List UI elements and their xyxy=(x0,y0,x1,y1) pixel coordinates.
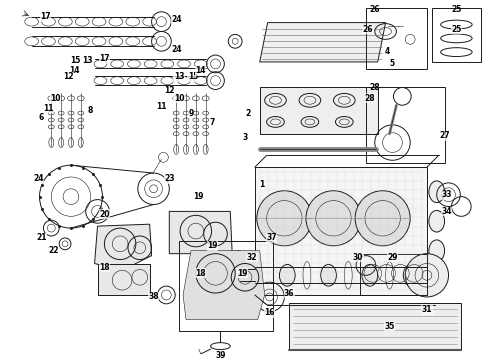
Text: 1: 1 xyxy=(259,180,264,189)
Text: 28: 28 xyxy=(369,84,380,93)
Text: 18: 18 xyxy=(99,263,110,272)
Polygon shape xyxy=(209,251,245,277)
Bar xyxy=(366,86,444,163)
Text: 35: 35 xyxy=(384,322,395,331)
Text: 8: 8 xyxy=(88,105,93,114)
Bar xyxy=(432,8,481,62)
Text: 14: 14 xyxy=(70,66,80,75)
Text: 26: 26 xyxy=(363,25,373,34)
Text: 17: 17 xyxy=(99,54,110,63)
Bar xyxy=(289,303,461,350)
Text: 18: 18 xyxy=(196,269,206,278)
Text: 29: 29 xyxy=(387,253,398,262)
Circle shape xyxy=(306,191,361,246)
Text: 15: 15 xyxy=(70,57,80,66)
Text: 39: 39 xyxy=(215,351,226,360)
Text: 11: 11 xyxy=(43,104,53,113)
Text: 5: 5 xyxy=(390,59,395,68)
Text: 38: 38 xyxy=(148,292,159,301)
Text: 26: 26 xyxy=(369,5,379,14)
Text: 24: 24 xyxy=(171,45,181,54)
Text: 2: 2 xyxy=(245,109,250,118)
Text: 12: 12 xyxy=(164,86,174,95)
Ellipse shape xyxy=(429,240,444,261)
Text: 34: 34 xyxy=(441,207,452,216)
Text: 7: 7 xyxy=(210,118,215,127)
Text: 11: 11 xyxy=(156,102,167,111)
Text: 12: 12 xyxy=(63,72,74,81)
Text: 24: 24 xyxy=(171,15,181,24)
Text: 10: 10 xyxy=(174,94,184,103)
Text: 36: 36 xyxy=(284,288,294,297)
Text: 9: 9 xyxy=(188,109,194,118)
Circle shape xyxy=(405,254,448,297)
Bar xyxy=(360,254,427,295)
Text: 17: 17 xyxy=(40,12,51,21)
Polygon shape xyxy=(260,86,378,134)
Text: 3: 3 xyxy=(243,133,247,142)
Text: 32: 32 xyxy=(246,253,257,262)
Text: 21: 21 xyxy=(36,233,47,242)
Text: 14: 14 xyxy=(196,66,206,75)
Text: 27: 27 xyxy=(439,131,450,140)
Bar xyxy=(366,8,427,69)
Text: 6: 6 xyxy=(39,113,44,122)
Text: 24: 24 xyxy=(33,175,44,184)
Circle shape xyxy=(355,191,410,246)
Ellipse shape xyxy=(403,265,419,286)
Text: 33: 33 xyxy=(441,190,452,199)
Text: 4: 4 xyxy=(385,47,390,56)
Text: 13: 13 xyxy=(82,57,93,66)
Text: 22: 22 xyxy=(48,246,58,255)
Ellipse shape xyxy=(429,210,444,232)
Text: 19: 19 xyxy=(194,192,204,201)
Ellipse shape xyxy=(429,181,444,203)
Circle shape xyxy=(257,191,312,246)
Text: 37: 37 xyxy=(266,233,277,242)
Text: 25: 25 xyxy=(451,5,462,14)
Text: 10: 10 xyxy=(50,94,60,103)
Text: 23: 23 xyxy=(164,175,174,184)
Text: 28: 28 xyxy=(365,94,375,103)
Ellipse shape xyxy=(321,265,337,286)
Text: 19: 19 xyxy=(207,241,218,250)
Polygon shape xyxy=(183,251,265,320)
Bar xyxy=(179,241,272,331)
Ellipse shape xyxy=(279,265,295,286)
Ellipse shape xyxy=(362,265,378,286)
Text: 19: 19 xyxy=(237,269,247,278)
Polygon shape xyxy=(98,264,149,295)
Text: 25: 25 xyxy=(451,25,462,34)
Polygon shape xyxy=(260,23,386,62)
Polygon shape xyxy=(169,211,232,254)
Text: 16: 16 xyxy=(264,308,275,317)
Text: 30: 30 xyxy=(353,253,363,262)
Bar xyxy=(255,167,427,295)
Text: 20: 20 xyxy=(99,210,110,219)
Text: 13: 13 xyxy=(174,72,184,81)
Text: 31: 31 xyxy=(422,305,432,314)
Polygon shape xyxy=(95,224,151,270)
Text: 15: 15 xyxy=(188,72,198,81)
